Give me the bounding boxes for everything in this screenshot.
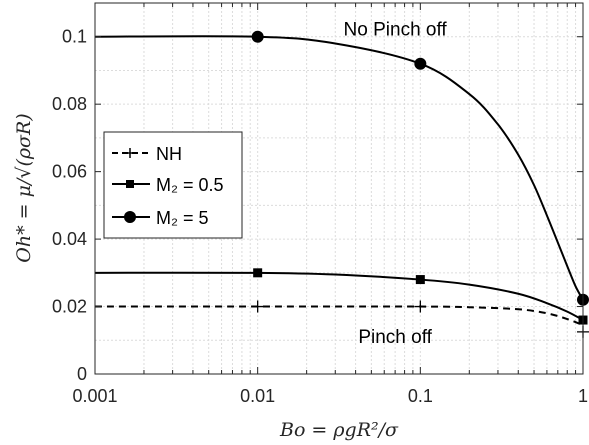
y-tick-label: 0.02 [52, 297, 87, 317]
data-point-circle [251, 30, 264, 43]
series-line-m-5 [94, 35, 584, 301]
legend-label-m2-0-5: M₂ = 0.5 [156, 175, 224, 195]
legend-entry-m2-0-5: M₂ = 0.5 [112, 175, 224, 195]
annotation-no-pinch-off: No Pinch off [344, 19, 448, 40]
y-tick-label: 0.08 [52, 94, 87, 114]
y-tick-label: 0.1 [62, 27, 87, 47]
ticks [95, 3, 583, 375]
y-tick-label: 0 [77, 364, 87, 384]
tick-labels: 0.001 0.01 0.1 1 0 0.02 0.04 0.06 0.08 0.1 [52, 27, 588, 406]
x-tick-label: 0.1 [408, 386, 433, 406]
data-point-plus [251, 300, 264, 313]
data-point-square [253, 268, 263, 278]
plot-frame [94, 2, 584, 375]
data-point-plus [414, 300, 427, 313]
data-point-square [415, 275, 425, 285]
y-tick-label: 0.06 [52, 162, 87, 182]
legend-entry-m2-5: M₂ = 5 [112, 208, 209, 228]
legend-label-m2-5: M₂ = 5 [156, 208, 209, 228]
x-tick-label: 0.001 [72, 386, 117, 406]
x-tick-label: 0.01 [240, 386, 275, 406]
y-tick-label: 0.04 [52, 229, 87, 249]
legend-label-nh: NH [156, 144, 182, 164]
legend-marker-square [126, 180, 134, 188]
annotation-pinch-off: Pinch off [358, 327, 432, 348]
x-axis-label: Bo = ρgR²/σ [279, 419, 399, 441]
series-line-nh [94, 305, 584, 327]
x-tick-label: 1 [578, 386, 588, 406]
legend-marker-circle [124, 211, 136, 223]
y-axis-label: Oh* = μ/√(ρσR) [13, 113, 35, 262]
data-point-circle [414, 57, 427, 70]
legend-marker-plus [125, 148, 135, 158]
legend: NH M₂ = 0.5 M₂ = 5 [103, 131, 243, 239]
legend-entry-nh: NH [112, 144, 182, 164]
